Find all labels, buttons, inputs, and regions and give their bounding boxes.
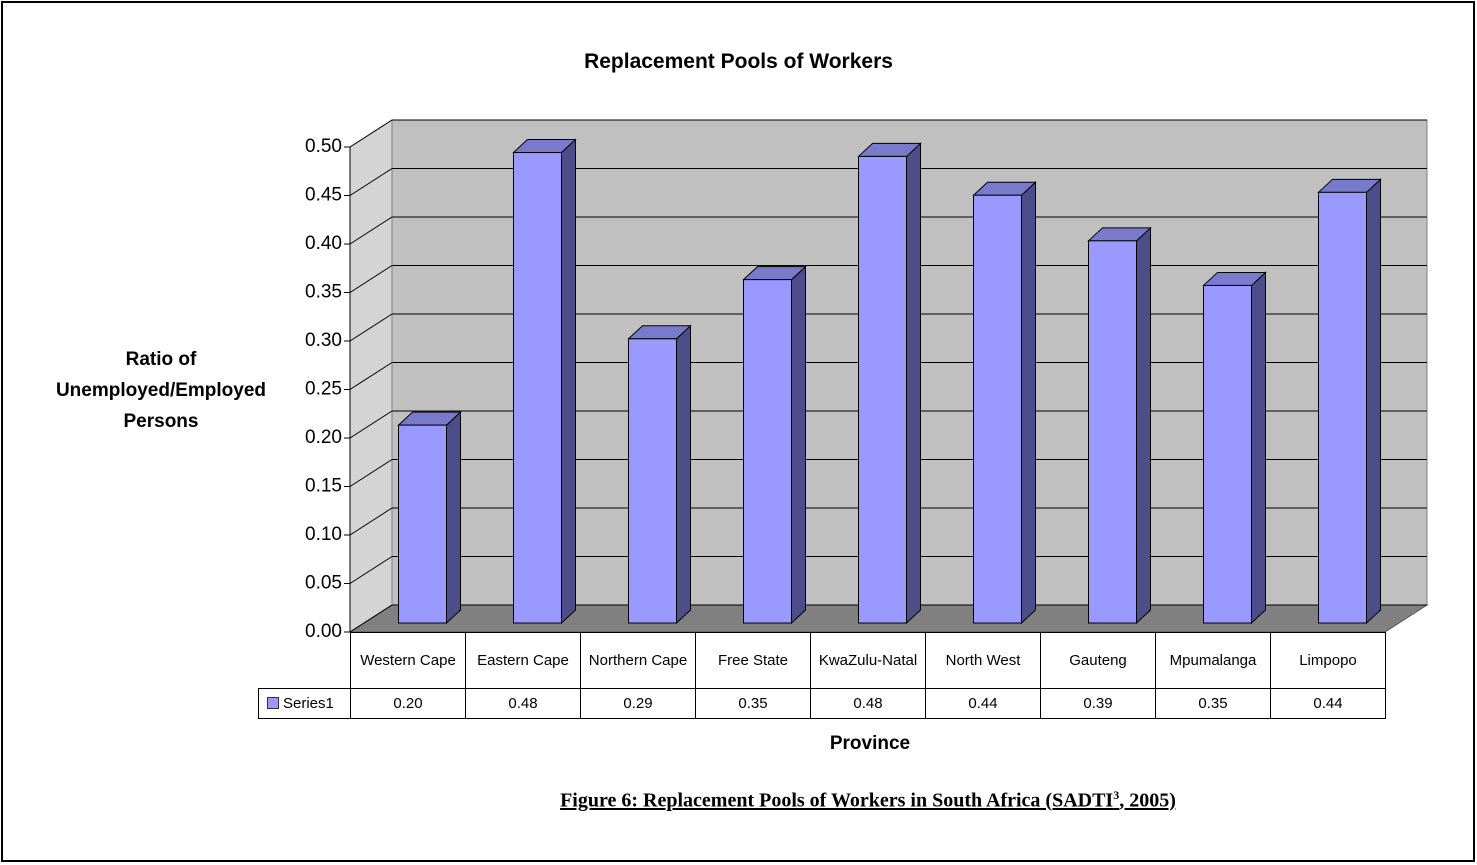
y-tick-label: 0.50: [305, 136, 342, 157]
grid-line: [349, 459, 393, 487]
bar-side: [791, 265, 806, 625]
category-label: Western Cape: [350, 632, 466, 689]
value-label: 0.48: [465, 688, 581, 719]
bar: [398, 424, 447, 624]
blank-cell: [258, 632, 351, 689]
value-label: 0.35: [1155, 688, 1271, 719]
y-axis-label: Ratio of Unemployed/Employed Persons: [55, 349, 267, 432]
y-tick-label: 0.40: [305, 233, 342, 254]
bar-side: [676, 324, 691, 625]
value-label: 0.20: [350, 688, 466, 719]
value-row: Series1 0.20 0.48 0.29 0.35 0.48 0.44 0.39 0.35 0…: [258, 688, 1386, 719]
bar: [1203, 284, 1252, 624]
grid-line: [349, 556, 393, 584]
y-tick-label: 0.05: [305, 573, 342, 594]
grid-line: [349, 313, 393, 342]
legend-swatch: [267, 697, 279, 709]
category-label: Eastern Cape: [465, 632, 581, 689]
caption: Figure 6: Replacement Pools of Workers i…: [400, 788, 1336, 813]
category-label: Northern Cape: [580, 632, 696, 689]
y-tick-label: 0.15: [305, 476, 342, 497]
y-tick-label: 0.20: [305, 427, 342, 448]
grid-line: [349, 507, 393, 536]
y-tick-label: 0.35: [305, 282, 342, 303]
data-table: Western Cape Eastern Cape Northern Cape Fre…: [258, 632, 1386, 719]
caption-text: , 2005): [1119, 789, 1176, 812]
bar-side: [1366, 178, 1381, 625]
bar-side: [1251, 271, 1266, 625]
category-label: Free State: [695, 632, 811, 689]
value-label: 0.29: [580, 688, 696, 719]
bar-side: [1136, 226, 1151, 625]
grid-line: [349, 168, 393, 196]
legend-label: Series1: [283, 695, 334, 712]
y-tick-label: 0.30: [305, 330, 342, 351]
value-label: 0.44: [1270, 688, 1386, 719]
bar: [628, 338, 677, 624]
bar-side: [1021, 181, 1036, 625]
bar: [743, 279, 792, 624]
bar: [973, 194, 1022, 624]
grid-line: [349, 265, 393, 293]
caption-footnote: 3: [1113, 788, 1120, 802]
bar-side: [446, 410, 461, 625]
y-tick-label: 0.25: [305, 379, 342, 400]
bar-side: [906, 142, 921, 625]
grid-line: [349, 410, 393, 439]
category-label: Limpopo: [1270, 632, 1386, 689]
grid-line: [349, 216, 393, 245]
x-axis-label: Province: [829, 733, 911, 754]
category-row: Western Cape Eastern Cape Northern Cape Fre…: [258, 632, 1386, 689]
grid-line: [349, 119, 393, 148]
value-label: 0.35: [695, 688, 811, 719]
category-label: KwaZulu-Natal: [810, 632, 926, 689]
caption-text: Figure 6: Replacement Pools of Workers i…: [560, 789, 1114, 812]
bar: [513, 152, 562, 624]
grid-line: [349, 362, 393, 390]
value-label: 0.39: [1040, 688, 1156, 719]
legend-cell: Series1: [258, 688, 351, 719]
bar: [1318, 191, 1367, 624]
chart-title: Replacement Pools of Workers: [584, 50, 893, 73]
plot: 0.000.050.100.150.200.250.300.350.400.45…: [305, 119, 1429, 642]
grid-line: [349, 604, 393, 633]
bar-side: [561, 138, 576, 625]
bar: [858, 155, 907, 624]
category-label: North West: [925, 632, 1041, 689]
category-label: Mpumalanga: [1155, 632, 1271, 689]
category-label: Gauteng: [1040, 632, 1156, 689]
value-label: 0.44: [925, 688, 1041, 719]
bar: [1088, 240, 1137, 624]
y-tick-label: 0.45: [305, 185, 342, 206]
y-tick-label: 0.10: [305, 524, 342, 545]
value-label: 0.48: [810, 688, 926, 719]
